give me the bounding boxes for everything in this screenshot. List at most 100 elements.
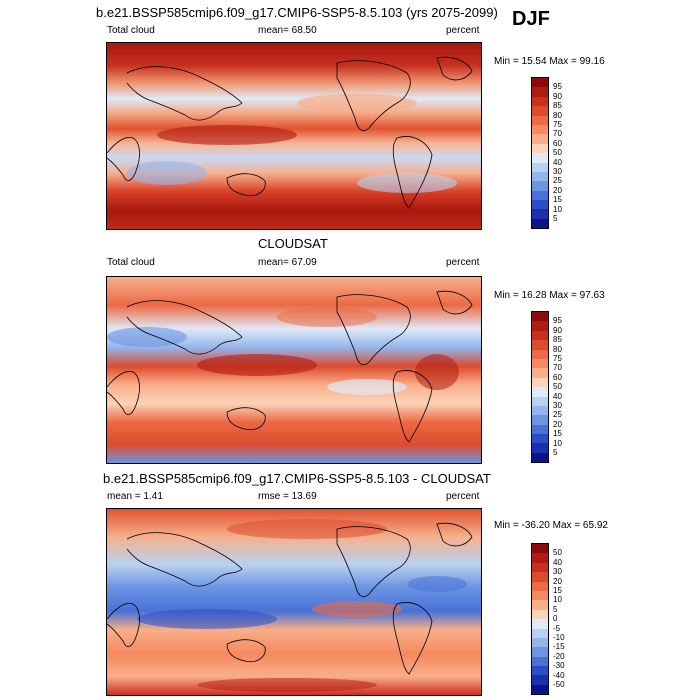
colorbar-swatch: [532, 368, 548, 378]
colorbar-swatch: [532, 684, 548, 695]
colorbar-tick-label: 95: [553, 316, 562, 326]
colorbar-swatch: [532, 452, 548, 463]
colorbar-tick-label: 90: [553, 91, 562, 101]
panel3-title: b.e21.BSSP585cmip6.f09_g17.CMIP6-SSP5-8.…: [103, 471, 491, 486]
colorbar-swatch: [532, 396, 548, 406]
colorbar-tick-label: 5: [553, 604, 558, 614]
colorbar-tick-label: -50: [553, 680, 565, 689]
colorbar-tick-label: 70: [553, 129, 562, 139]
colorbar-tick-label: 15: [553, 429, 562, 439]
colorbar-swatch: [532, 590, 548, 601]
colorbar-tick-label: 10: [553, 595, 562, 605]
colorbar-swatch: [532, 134, 548, 144]
colorbar-tick-label: 50: [553, 148, 562, 158]
panel2-map: [106, 276, 482, 464]
panel1-variable-label: Total cloud: [107, 25, 155, 36]
colorbar-swatch: [532, 424, 548, 435]
colorbar-swatch: [532, 340, 548, 350]
panel1-title: b.e21.BSSP585cmip6.f09_g17.CMIP6-SSP5-8.…: [96, 5, 498, 20]
colorbar-tick-label: 10: [553, 438, 562, 448]
colorbar-swatch: [532, 171, 548, 182]
panel3-colorbar: [531, 543, 549, 696]
colorbar-tick-label: -30: [553, 661, 565, 671]
colorbar-tick-label: 80: [553, 110, 562, 120]
colorbar-tick-label: 20: [553, 576, 562, 586]
panel3-units-label: percent: [446, 491, 480, 502]
colorbar-swatch: [532, 553, 548, 563]
colorbar-swatch: [532, 609, 548, 620]
colorbar-tick-label: 5: [553, 448, 558, 457]
colorbar-tick-label: 40: [553, 391, 562, 401]
colorbar-tick-label: -10: [553, 633, 565, 642]
panel2-mean-label: mean= 67.09: [258, 257, 317, 268]
colorbar-tick-label: 30: [553, 167, 562, 176]
colorbar-tick-label: 75: [553, 120, 562, 129]
colorbar-tick-label: 30: [553, 401, 562, 410]
colorbar-tick-label: -15: [553, 642, 565, 652]
colorbar-tick-label: 40: [553, 557, 562, 567]
colorbar-tick-label: 15: [553, 586, 562, 595]
colorbar-swatch: [532, 106, 548, 116]
colorbar-swatch: [532, 115, 548, 125]
colorbar-tick-label: 25: [553, 176, 562, 186]
colorbar-tick-label: 60: [553, 138, 562, 148]
colorbar-swatch: [532, 330, 548, 341]
panel1-units-label: percent: [446, 25, 480, 36]
panel2-units-label: percent: [446, 257, 480, 268]
colorbar-tick-label: 20: [553, 185, 562, 195]
colorbar-tick-label: 50: [553, 548, 562, 558]
colorbar-tick-label: 50: [553, 382, 562, 392]
colorbar-swatch: [532, 78, 548, 88]
colorbar-tick-label: 70: [553, 363, 562, 373]
colorbar-swatch: [532, 377, 548, 388]
panel1-mean-label: mean= 68.50: [258, 25, 317, 36]
colorbar-tick-label: 90: [553, 325, 562, 335]
panel1-minmax-label: Min = 15.54 Max = 99.16: [494, 56, 605, 67]
colorbar-tick-label: 85: [553, 335, 562, 345]
panel3-minmax-label: Min = -36.20 Max = 65.92: [494, 520, 608, 531]
colorbar-tick-label: 75: [553, 354, 562, 363]
panel3-map-svg: [107, 509, 481, 695]
colorbar-swatch: [532, 637, 548, 648]
colorbar-tick-label: -5: [553, 623, 561, 633]
colorbar-swatch: [532, 675, 548, 685]
colorbar-swatch: [532, 600, 548, 610]
colorbar-swatch: [532, 143, 548, 154]
colorbar-swatch: [532, 312, 548, 322]
colorbar-swatch: [532, 572, 548, 582]
panel3-mean-label: mean = 1.41: [107, 491, 163, 502]
colorbar-swatch: [532, 387, 548, 397]
colorbar-tick-label: 15: [553, 195, 562, 205]
panel2-colorbar: [531, 311, 549, 464]
colorbar-tick-label: 10: [553, 204, 562, 214]
colorbar-swatch: [532, 218, 548, 229]
panel2-minmax-label: Min = 16.28 Max = 97.63: [494, 290, 605, 301]
colorbar-swatch: [532, 544, 548, 554]
colorbar-tick-label: -40: [553, 670, 565, 680]
colorbar-swatch: [532, 415, 548, 425]
panel1-map: [106, 42, 482, 230]
colorbar-swatch: [532, 209, 548, 219]
colorbar-swatch: [532, 321, 548, 331]
colorbar-swatch: [532, 181, 548, 191]
colorbar-swatch: [532, 349, 548, 359]
colorbar-swatch: [532, 581, 548, 591]
colorbar-swatch: [532, 628, 548, 638]
season-label: DJF: [512, 8, 550, 30]
colorbar-swatch: [532, 162, 548, 172]
colorbar-tick-label: 80: [553, 344, 562, 354]
colorbar-tick-label: 25: [553, 410, 562, 420]
colorbar-swatch: [532, 200, 548, 210]
panel3-rmse-label: rmse = 13.69: [258, 491, 317, 502]
colorbar-swatch: [532, 87, 548, 97]
colorbar-swatch: [532, 124, 548, 135]
colorbar-swatch: [532, 443, 548, 453]
panel3-map: [106, 508, 482, 696]
panel1-colorbar: [531, 77, 549, 230]
colorbar-swatch: [532, 647, 548, 657]
colorbar-swatch: [532, 434, 548, 444]
colorbar-tick-label: 95: [553, 82, 562, 92]
panel2-variable-label: Total cloud: [107, 257, 155, 268]
colorbar-tick-label: -20: [553, 651, 565, 661]
colorbar-tick-label: 60: [553, 372, 562, 382]
